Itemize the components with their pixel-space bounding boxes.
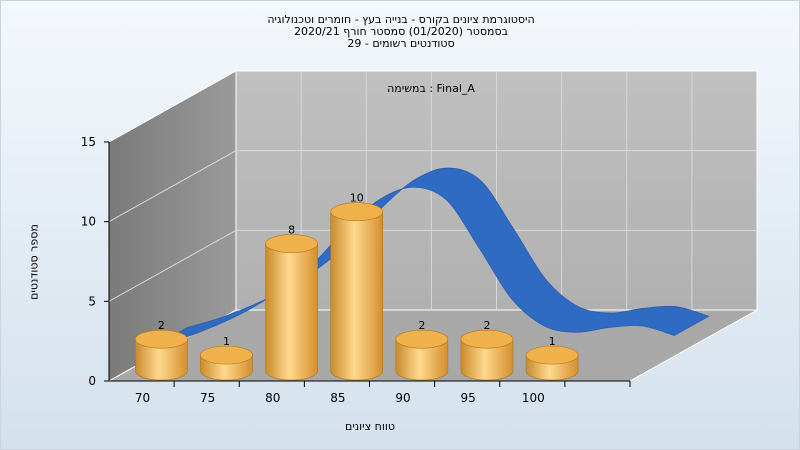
bar-top xyxy=(460,329,514,349)
axes: 0 5 10 15 70 75 80 85 90 95 100 xyxy=(81,135,631,405)
x-axis-label: טווח ציונים xyxy=(345,420,395,433)
chart-title-line-1: היסטוגרמת ציונים בקורס - בנייה בעץ - חומ… xyxy=(267,13,535,26)
y-tick-label-15: 15 xyxy=(81,135,96,149)
x-tick-label-70: 70 xyxy=(135,391,150,405)
grid-lines xyxy=(108,71,757,310)
annotation-label: במשימה : Final_A xyxy=(387,82,475,95)
bar-85: 10 xyxy=(330,192,384,381)
bar-100: 1 xyxy=(525,335,579,381)
bar-95: 2 xyxy=(460,319,514,381)
bar-value-label: 1 xyxy=(549,335,556,348)
bar-value-label: 2 xyxy=(418,319,425,332)
x-tick-label-90: 90 xyxy=(395,391,410,405)
gridline-h-1 xyxy=(108,229,757,302)
y-tick-label-0: 0 xyxy=(88,374,96,388)
bar-top xyxy=(525,345,579,365)
bar-value-label: 2 xyxy=(158,319,165,332)
bar-body xyxy=(265,243,318,381)
chart-title-line-2: בסמסטר (01/2020) סמסטר חורף 2020/21 xyxy=(294,25,508,38)
y-tick-label-5: 5 xyxy=(88,294,96,308)
bar-body xyxy=(395,338,449,381)
bar-top xyxy=(135,329,188,349)
bar-top xyxy=(395,329,449,349)
bar-body xyxy=(460,338,514,381)
bar-value-label: 1 xyxy=(223,335,230,348)
bar-top xyxy=(265,234,318,253)
y-tick-label-10: 10 xyxy=(81,215,96,229)
bar-75: 1 xyxy=(200,335,253,381)
bar-value-label: 10 xyxy=(350,192,364,205)
x-tick-label-75: 75 xyxy=(200,391,215,405)
bar-80: 8 xyxy=(265,224,318,381)
bar-70: 2 xyxy=(135,319,188,381)
chart-title-line-3: סטודנטים רשומים - 29 xyxy=(347,37,455,50)
y-axis-label: מספר סטודנטים xyxy=(27,224,41,300)
gridline-h-2 xyxy=(108,150,757,223)
bar-body xyxy=(330,211,384,381)
x-tick-label-100: 100 xyxy=(522,391,545,405)
bar-top xyxy=(330,202,384,222)
x-tick-label-85: 85 xyxy=(330,391,345,405)
x-tick-label-95: 95 xyxy=(461,391,476,405)
bar-90: 2 xyxy=(395,319,449,381)
x-tick-label-80: 80 xyxy=(265,391,280,405)
bar-body xyxy=(135,338,188,381)
bar-value-label: 2 xyxy=(483,319,490,332)
bar-value-label: 8 xyxy=(288,224,295,237)
bar-top xyxy=(200,345,253,365)
